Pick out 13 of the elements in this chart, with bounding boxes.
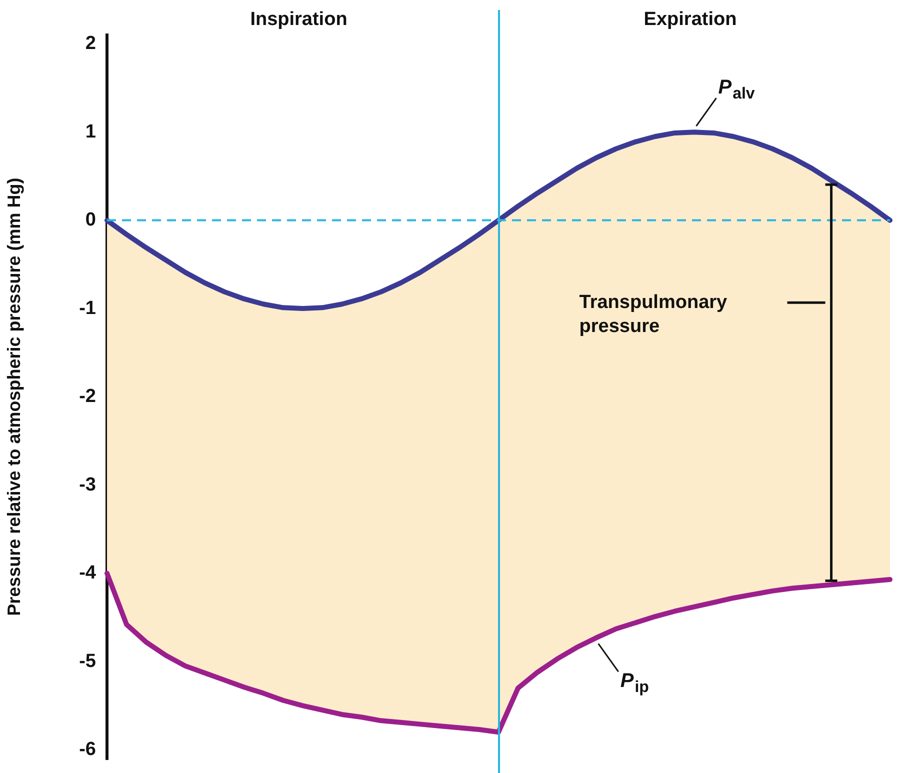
y-tick-label: -6	[79, 739, 96, 760]
text: Inspiration	[250, 9, 348, 30]
y-tick-label: -4	[79, 562, 96, 584]
y-tick-label: 1	[85, 121, 96, 142]
y-tick-label: 2	[85, 33, 96, 54]
annotation: Transpulmonary pressure	[579, 292, 728, 337]
text: Expiration	[644, 9, 737, 30]
y-tick-label: -5	[79, 650, 96, 672]
y-tick-label: 0	[85, 210, 96, 231]
y-axis-title: Pressure relative to atmospheric pressure (mm Hg)	[4, 178, 24, 616]
y-tick-label: -1	[79, 298, 96, 319]
y-tick-label: -3	[79, 474, 96, 496]
y-tick-label: -2	[79, 386, 96, 408]
